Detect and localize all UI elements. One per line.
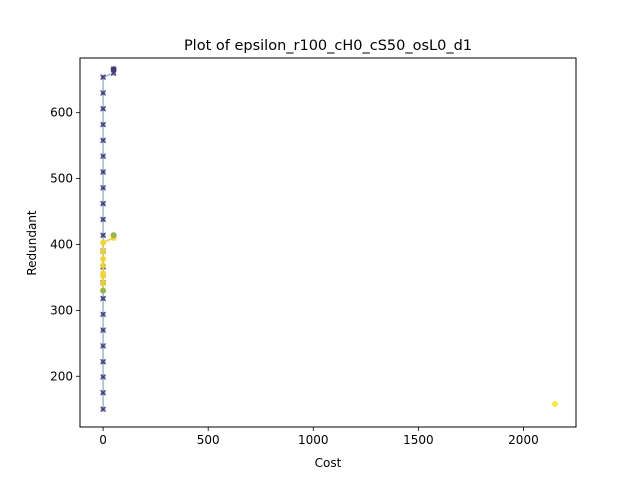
x-tick-label: 2000 xyxy=(508,433,539,447)
y-tick-label: 500 xyxy=(50,172,73,186)
data-point-x-marker xyxy=(100,311,106,318)
series-1 xyxy=(100,232,117,294)
plot-frame xyxy=(79,57,577,428)
data-point-x-marker xyxy=(100,90,106,96)
y-axis-ticks: 200 300 400 500 600 xyxy=(50,106,80,383)
series-line xyxy=(102,69,115,410)
y-tick-label: 300 xyxy=(50,303,73,317)
data-point-x-marker xyxy=(100,121,106,128)
data-point-x-marker xyxy=(100,153,106,160)
data-point-x-marker xyxy=(100,295,106,302)
y-axis-label: Redundant xyxy=(25,210,39,276)
data-point xyxy=(110,232,117,239)
y-tick-label: 400 xyxy=(50,237,73,251)
data-point-x-marker xyxy=(100,184,106,191)
series-3 xyxy=(100,232,117,294)
x-tick-label: 0 xyxy=(99,433,107,447)
data-point-x-marker xyxy=(100,200,106,207)
data-point-x-marker xyxy=(100,343,106,349)
data-point-x-marker xyxy=(100,74,106,80)
data-point xyxy=(100,239,107,246)
x-axis-ticks: 0 500 1000 1500 2000 xyxy=(99,427,539,447)
data-point-x-marker xyxy=(100,216,106,223)
data-point-x-marker xyxy=(100,105,106,112)
chart-title: Plot of epsilon_r100_cH0_cS50_osL0_d1 xyxy=(184,38,472,54)
data-point xyxy=(100,248,107,255)
data-point-x-marker xyxy=(100,389,106,396)
data-point-x-marker xyxy=(100,406,106,413)
data-point xyxy=(551,400,558,407)
data-point-x-marker xyxy=(100,169,106,175)
plot-area xyxy=(100,66,558,413)
data-point-x-marker xyxy=(100,232,106,239)
data-point xyxy=(100,279,107,286)
data-point-x-marker xyxy=(100,137,106,144)
x-tick-label: 1500 xyxy=(403,433,434,447)
x-axis-label: Cost xyxy=(315,456,342,470)
series-2 xyxy=(551,400,558,407)
data-point xyxy=(110,66,117,73)
data-point xyxy=(100,287,107,294)
data-point xyxy=(100,270,107,277)
series-4 xyxy=(110,66,117,73)
data-point-x-marker xyxy=(100,374,106,380)
data-point xyxy=(100,255,107,262)
y-tick-label: 200 xyxy=(50,369,73,383)
data-point-x-marker xyxy=(100,327,106,333)
y-tick-label: 600 xyxy=(50,106,73,120)
data-point xyxy=(100,262,107,269)
x-tick-label: 1000 xyxy=(298,433,329,447)
x-tick-label: 500 xyxy=(197,433,220,447)
data-point-x-marker xyxy=(100,358,106,365)
series-line xyxy=(102,235,115,291)
